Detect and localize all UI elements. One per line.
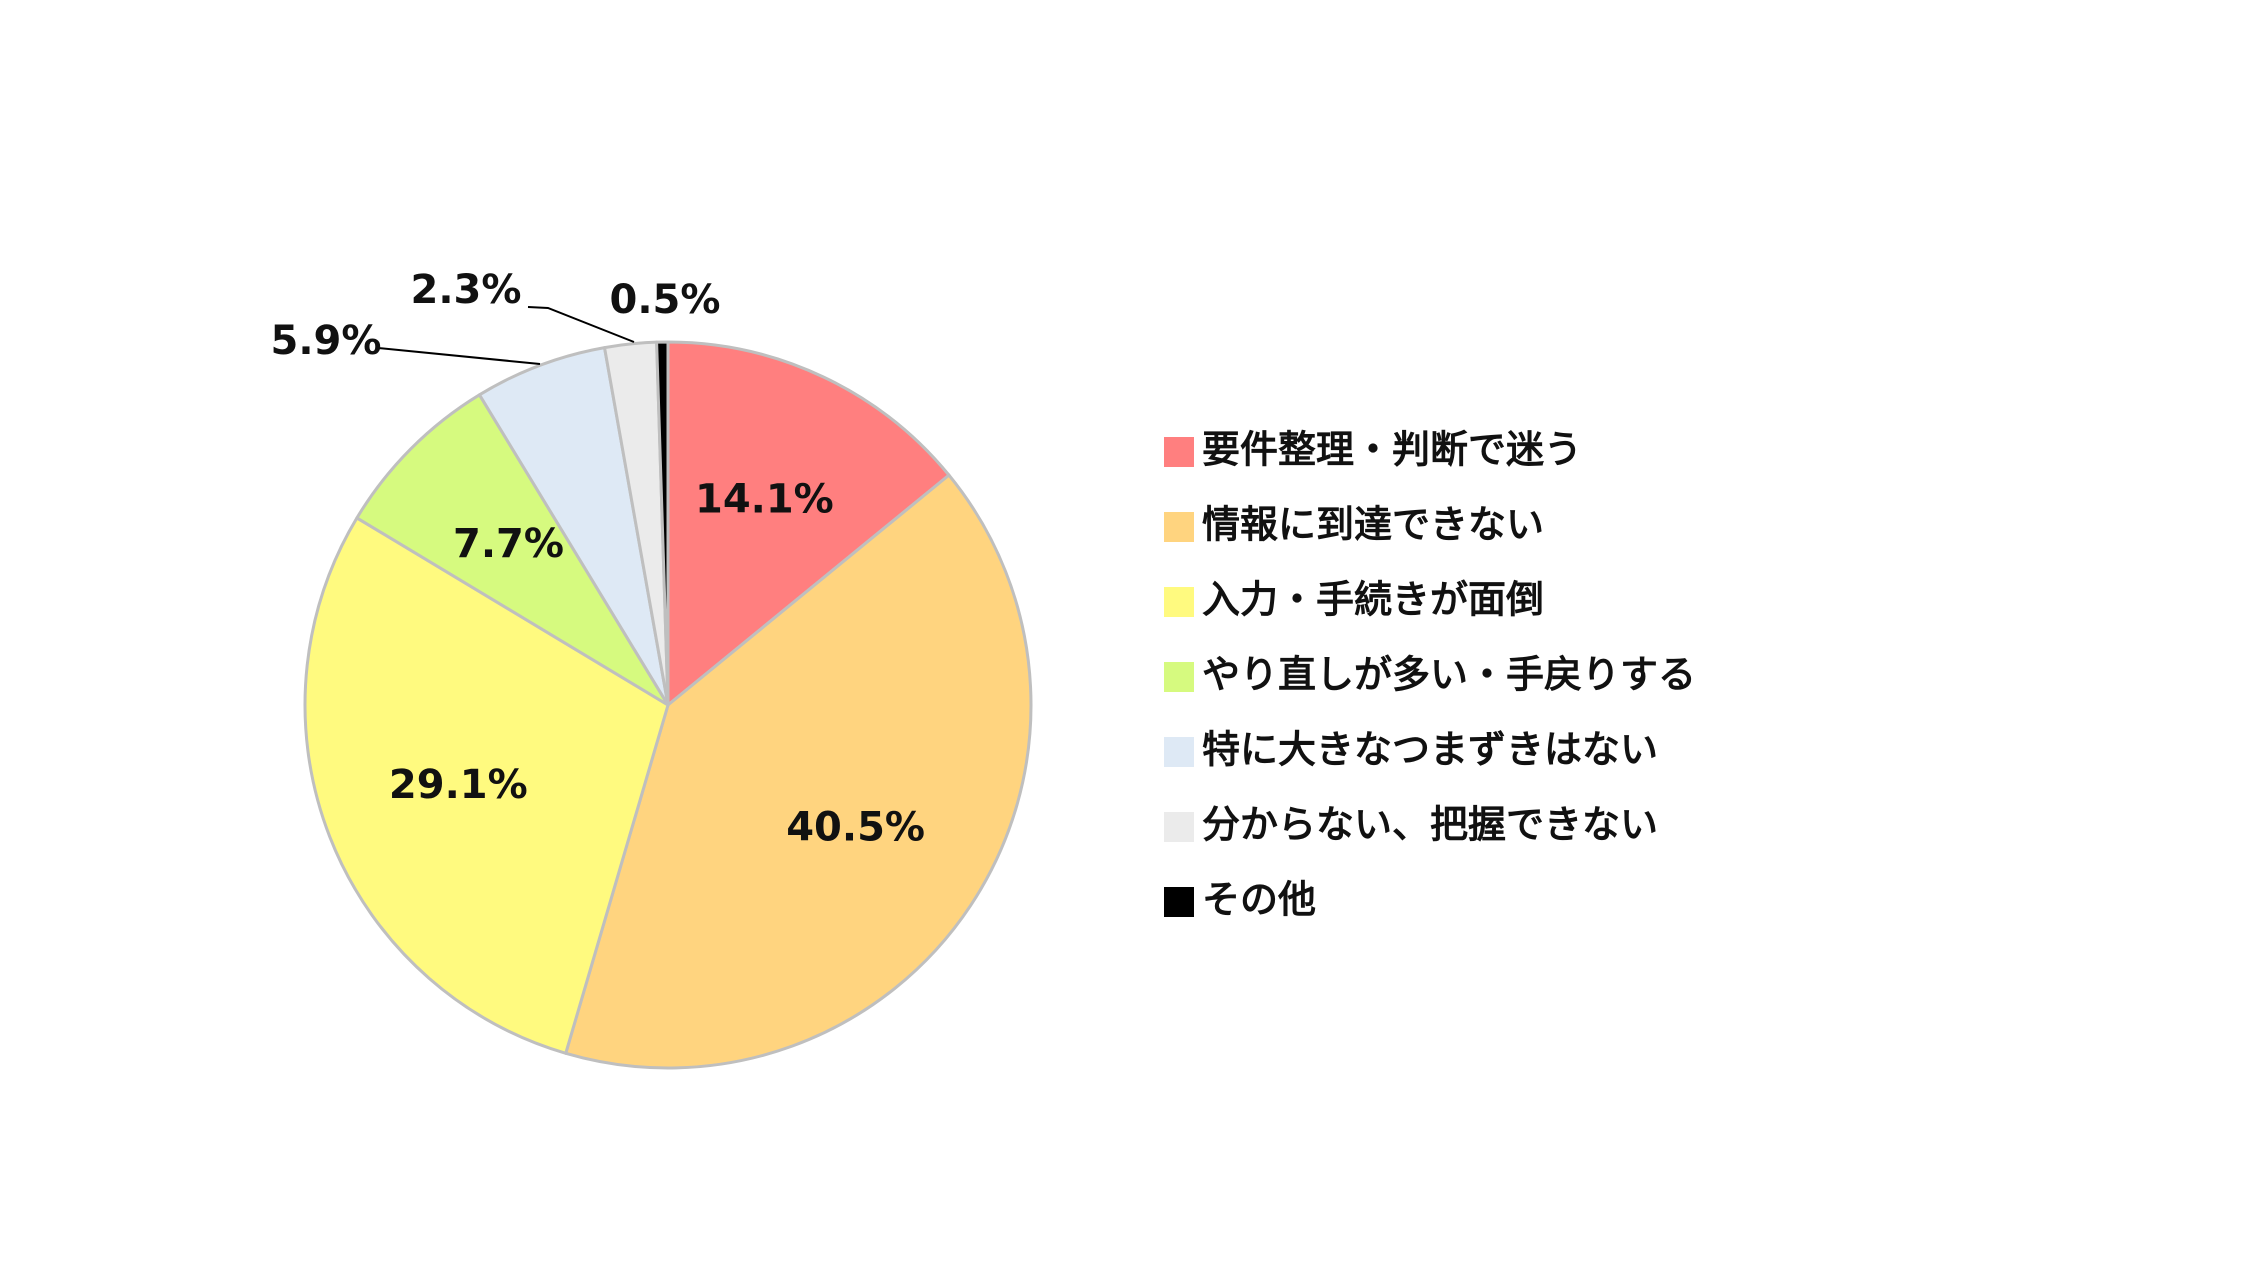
legend-swatch-7 — [1164, 887, 1194, 917]
data-label-2: 40.5% — [786, 804, 925, 850]
pie-slice-2 — [564, 473, 1033, 1070]
legend-label-5: 特に大きなつまずきはない — [1202, 728, 1658, 772]
legend-label-7: その他 — [1202, 878, 1316, 922]
legend-label-3: 入力・手続きが面倒 — [1202, 578, 1544, 622]
legend: 要件整理・判断で迷う情報に到達できない入力・手続きが面倒やり直しが多い・手戻りす… — [1164, 428, 1696, 922]
data-label-3: 29.1% — [389, 762, 528, 808]
legend-label-2: 情報に到達できない — [1202, 503, 1544, 547]
pie-slices — [303, 340, 1033, 1070]
data-label-4: 7.7% — [453, 521, 564, 567]
legend-swatch-2 — [1164, 512, 1194, 542]
legend-item-1: 要件整理・判断で迷う — [1164, 428, 1582, 472]
data-label-5: 5.9% — [271, 318, 382, 364]
legend-item-5: 特に大きなつまずきはない — [1164, 728, 1658, 772]
leader-line-6 — [527, 306, 635, 343]
legend-swatch-5 — [1164, 737, 1194, 767]
legend-item-4: やり直しが多い・手戻りする — [1164, 653, 1696, 697]
pie-slice-1 — [666, 340, 951, 707]
legend-item-2: 情報に到達できない — [1164, 503, 1544, 547]
legend-swatch-1 — [1164, 437, 1194, 467]
data-label-6: 2.3% — [411, 267, 522, 313]
data-label-1: 14.1% — [695, 477, 834, 523]
data-labels: 14.1% 40.5% 29.1% 7.7% 5.9% 2.3% 0.5% — [271, 267, 925, 850]
legend-swatch-4 — [1164, 662, 1194, 692]
data-label-7: 0.5% — [610, 277, 721, 323]
legend-item-3: 入力・手続きが面倒 — [1164, 578, 1544, 622]
pie-slice-4 — [355, 393, 670, 707]
pie-slice-7 — [655, 340, 670, 707]
legend-swatch-3 — [1164, 587, 1194, 617]
leader-lines — [377, 306, 635, 365]
legend-label-6: 分からない、把握できない — [1202, 803, 1658, 847]
leader-line-5 — [377, 347, 541, 365]
legend-label-4: やり直しが多い・手戻りする — [1202, 653, 1696, 697]
pie-slice-5 — [477, 346, 670, 707]
legend-item-7: その他 — [1164, 878, 1316, 922]
legend-item-6: 分からない、把握できない — [1164, 803, 1658, 847]
legend-label-1: 要件整理・判断で迷う — [1202, 428, 1582, 472]
legend-swatch-6 — [1164, 812, 1194, 842]
